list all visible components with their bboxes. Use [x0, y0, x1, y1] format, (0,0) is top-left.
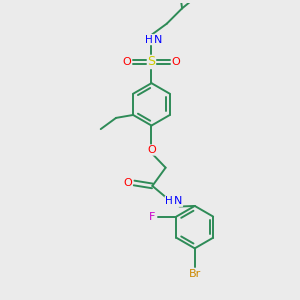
Text: O: O: [147, 145, 156, 155]
Text: F: F: [149, 212, 155, 221]
Text: O: O: [122, 57, 131, 67]
Text: N: N: [154, 34, 162, 45]
Text: N: N: [174, 196, 182, 206]
Text: H: H: [165, 196, 173, 206]
Text: O: O: [172, 57, 181, 67]
Text: Br: Br: [189, 269, 201, 279]
Text: S: S: [148, 56, 155, 68]
Text: O: O: [123, 178, 132, 188]
Text: H: H: [145, 34, 152, 45]
